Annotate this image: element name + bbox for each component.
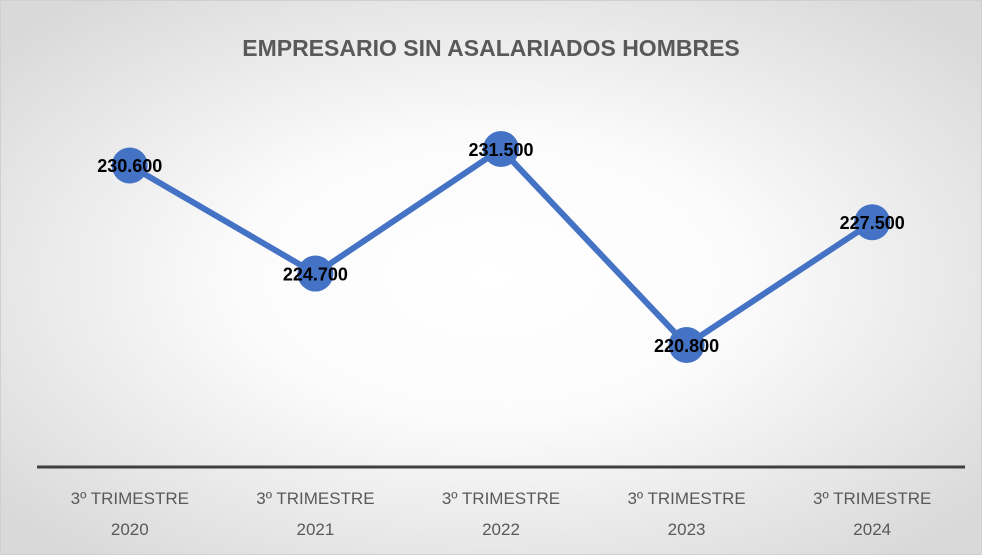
data-label: 230.600	[97, 156, 162, 176]
x-tick-label: 3º TRIMESTRE 2024	[813, 489, 931, 539]
data-label: 227.500	[840, 213, 905, 233]
marker	[483, 131, 519, 167]
marker	[668, 327, 705, 363]
marker	[297, 255, 334, 292]
marker	[111, 147, 148, 184]
x-tick-label: 3º TRIMESTRE 2021	[256, 489, 374, 539]
data-label: 224.700	[283, 264, 348, 284]
x-tick-label: 3º TRIMESTRE 2023	[627, 489, 745, 539]
marker	[854, 204, 891, 241]
x-tick-label: 3º TRIMESTRE 2022	[442, 489, 560, 539]
x-tick-label: 3º TRIMESTRE 2020	[71, 489, 189, 539]
data-label: 220.800	[654, 336, 719, 356]
chart-title: EMPRESARIO SIN ASALARIADOS HOMBRES	[242, 35, 740, 61]
data-label: 231.500	[468, 140, 533, 160]
